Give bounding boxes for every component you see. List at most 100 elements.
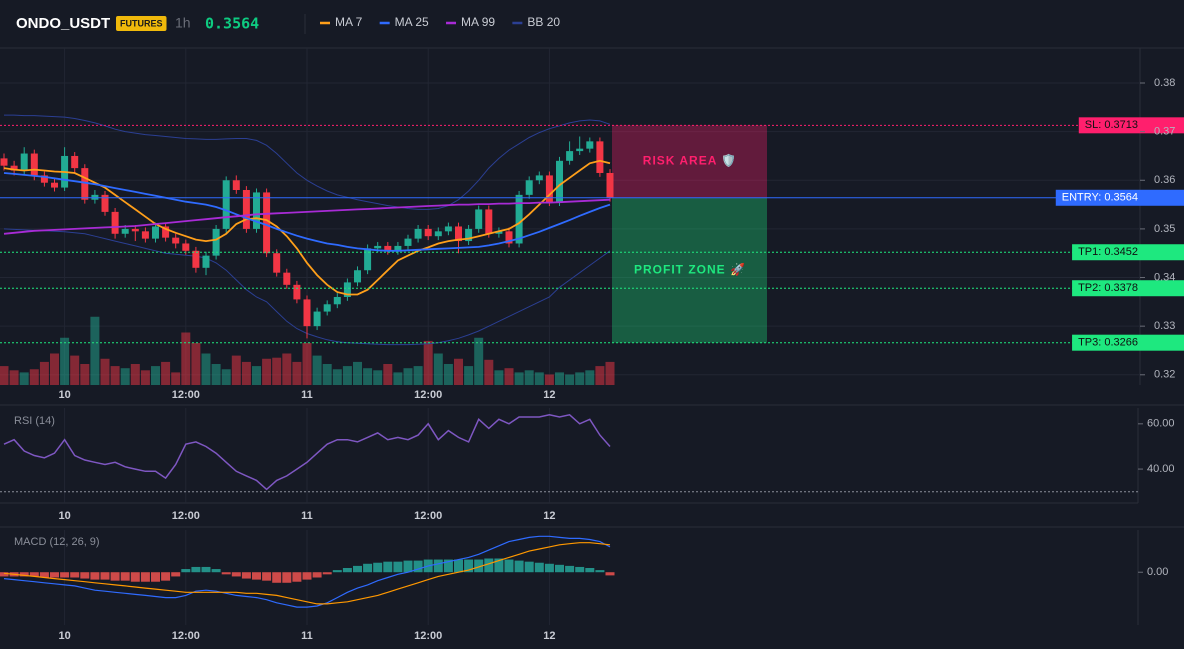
histogram-bar (413, 560, 423, 573)
candle-body (141, 231, 149, 239)
volume-bar (514, 372, 524, 385)
x-tick-label: 12:00 (172, 389, 200, 401)
level-label-bg (1072, 334, 1184, 351)
candle-body (455, 226, 462, 242)
histogram-bar (464, 559, 474, 573)
x-tick-label: 10 (58, 630, 70, 642)
histogram-bar (494, 558, 504, 573)
y-tick-label: 0.34 (1154, 271, 1175, 283)
volume-bar (464, 366, 474, 385)
candle-body (596, 141, 604, 173)
volume-bar (39, 361, 49, 385)
candle-body (515, 194, 523, 244)
candle-body (71, 155, 79, 169)
volume-bar (322, 364, 332, 385)
candle-body (606, 172, 614, 198)
level-label: TP2: 0.3378 (1078, 282, 1138, 294)
candle-body (253, 192, 260, 229)
volume-bar (302, 343, 312, 385)
histogram-bar (373, 562, 383, 573)
histogram-bar (211, 569, 221, 573)
candle-body (434, 231, 442, 237)
volume-bar (494, 370, 504, 385)
candle-body (182, 243, 190, 251)
candle-body (293, 284, 301, 300)
candle-body (364, 248, 372, 271)
volume-bar (191, 343, 201, 385)
last-price: 0.3564 (205, 15, 259, 33)
candle-body (394, 245, 402, 251)
histogram-bar (60, 572, 70, 578)
volume-bar (29, 369, 39, 385)
candle-body (273, 253, 281, 273)
x-tick-label: 12 (543, 630, 555, 642)
level-label-bg (1072, 244, 1184, 261)
pane-title: RSI (14) (14, 415, 55, 427)
candle-body (30, 153, 38, 176)
volume-bar (413, 366, 423, 385)
y-tick-label: 0.00 (1147, 566, 1168, 578)
volume-bar (171, 372, 181, 385)
volume-bar (181, 332, 191, 385)
histogram-bar (302, 572, 312, 580)
histogram-bar (120, 572, 130, 581)
x-tick-label: 12:00 (414, 630, 442, 642)
candle-body (535, 175, 543, 181)
candle-body (152, 226, 159, 239)
candle-body (172, 237, 180, 244)
indicator-line (3, 413, 611, 491)
volume-bar (575, 372, 585, 385)
legend-label: MA 99 (461, 15, 495, 29)
candle-body (475, 209, 483, 229)
histogram-bar (70, 572, 80, 578)
volume-bar (403, 368, 413, 385)
x-tick-label: 11 (301, 389, 313, 401)
volume-bar (443, 364, 453, 385)
x-tick-label: 11 (301, 630, 313, 642)
histogram-bar (181, 569, 191, 573)
zone (612, 125, 767, 198)
level-label: TP1: 0.3452 (1078, 246, 1138, 258)
histogram-bar (19, 572, 29, 577)
interval[interactable]: 1h (175, 15, 191, 31)
volume-bar (110, 366, 120, 385)
histogram-bar (585, 568, 595, 573)
histogram-bar (29, 572, 39, 577)
candle-body (505, 231, 513, 244)
volume-bar (272, 357, 282, 385)
candle-body (414, 228, 422, 239)
histogram-bar (272, 572, 282, 583)
volume-bar (454, 358, 463, 385)
histogram-bar (191, 566, 201, 573)
candle-body (263, 192, 271, 254)
x-tick-label: 11 (301, 510, 313, 522)
histogram-bar (454, 559, 463, 573)
histogram-bar (241, 572, 251, 579)
candle-body (202, 255, 210, 268)
volume-bar (221, 369, 231, 385)
axis-layer: 10 10 10 12:00 12:00 12:00 11 11 11 12:00 12:00 12:… (14, 77, 1184, 642)
histogram-bar (544, 563, 554, 573)
histogram-bar (292, 572, 302, 582)
volume-bar (120, 368, 130, 385)
histogram-bar (201, 566, 211, 573)
histogram-bar (140, 572, 150, 582)
volume-bar (595, 366, 605, 385)
candle-body (10, 165, 18, 171)
candle-body (222, 180, 230, 229)
histogram-bar (484, 558, 494, 573)
level-label-bg (1078, 117, 1184, 134)
histogram-bar (555, 564, 564, 573)
histogram-bar (433, 559, 443, 573)
volume-bar (0, 366, 9, 385)
volume-bar (201, 353, 211, 385)
level-label: SL: 0.3713 (1085, 119, 1138, 131)
y-tick-label: 0.37 (1154, 126, 1175, 138)
volume-bar (130, 364, 140, 385)
volume-bar (373, 370, 383, 385)
volume-bar (383, 364, 393, 385)
candle-body (313, 311, 321, 327)
candle-body (586, 141, 594, 149)
histogram-bar (575, 566, 585, 573)
candle-body (343, 282, 351, 297)
